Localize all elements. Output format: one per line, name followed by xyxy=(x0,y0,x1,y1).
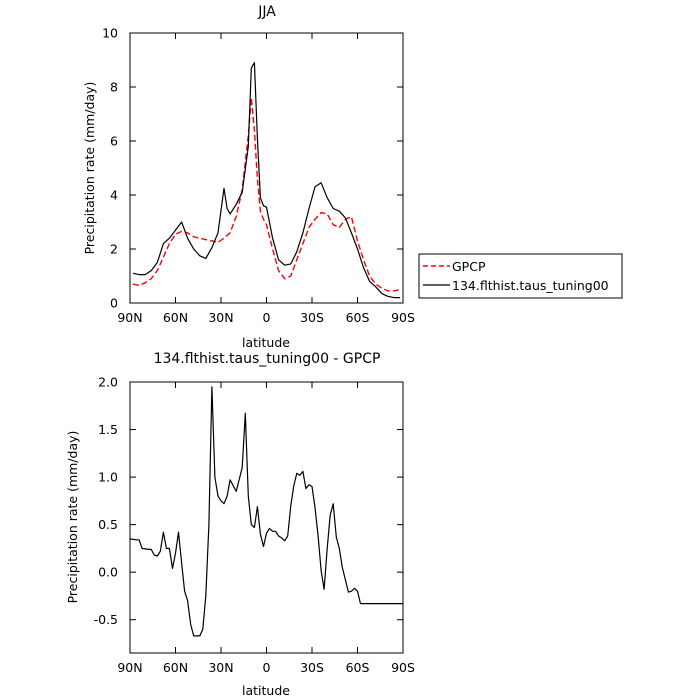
top-x-tick-label: 90N xyxy=(117,310,142,325)
bottom-x-tick-label: 90S xyxy=(391,660,415,675)
bottom-y-tick-label: 0.0 xyxy=(98,565,118,580)
top-series-line-1 xyxy=(132,62,400,299)
top-y-tick-label: 10 xyxy=(102,26,118,41)
top-chart-title: JJA xyxy=(257,4,276,20)
bottom-x-axis-label: latitude xyxy=(242,683,290,698)
bottom-plot-frame xyxy=(129,381,404,654)
bottom-x-tick-label: 0 xyxy=(263,660,271,675)
top-series-lines xyxy=(132,62,401,299)
top-y-tick-label: 2 xyxy=(110,242,118,257)
bottom-y-tick-label: 0.5 xyxy=(98,517,118,532)
top-x-tick-label: 60N xyxy=(163,310,188,325)
bottom-y-axis-label: Precipitation rate (mm/day) xyxy=(65,431,80,604)
top-x-tick-label: 30S xyxy=(300,310,324,325)
bottom-x-tick-label: 30S xyxy=(300,660,324,675)
bottom-y-tick-label: 1.0 xyxy=(98,470,118,485)
legend-box xyxy=(418,253,623,299)
bottom-series-line-0 xyxy=(129,386,403,637)
bottom-x-tick-label: 60N xyxy=(163,660,188,675)
bottom-y-tick-label: 1.5 xyxy=(98,422,118,437)
bottom-ticks: 90N 60N 30N 0 30S 60S 90S -0.5 0.0 0.5 1.0 1.5 2.0 xyxy=(94,375,415,676)
legend-label-model: 134.flthist.taus_tuning00 xyxy=(452,278,609,293)
top-x-axis-label: latitude xyxy=(242,335,290,350)
top-y-tick-label: 8 xyxy=(110,80,118,95)
legend: GPCP 134.flthist.taus_tuning00 xyxy=(418,253,623,299)
legend-label-gpcp: GPCP xyxy=(452,259,486,274)
bottom-chart-title: 134.flthist.taus_tuning00 - GPCP xyxy=(154,351,381,367)
bottom-x-tick-label: 90N xyxy=(117,660,142,675)
top-x-tick-label: 90S xyxy=(391,310,415,325)
top-y-axis-label: Precipitation rate (mm/day) xyxy=(82,82,97,255)
top-y-tick-label: 6 xyxy=(110,134,118,149)
bottom-series-lines xyxy=(129,386,403,637)
top-ticks: 90N 60N 30N 0 30S 60S 90S 0 2 4 6 8 10 xyxy=(102,26,415,326)
top-x-tick-label: 0 xyxy=(263,310,271,325)
bottom-x-tick-label: 60S xyxy=(346,660,370,675)
top-series-line-0 xyxy=(132,97,401,292)
top-y-tick-label: 4 xyxy=(110,188,118,203)
top-y-tick-label: 0 xyxy=(110,296,118,311)
top-x-tick-label: 30N xyxy=(208,310,233,325)
bottom-x-tick-label: 30N xyxy=(208,660,233,675)
bottom-panel: 134.flthist.taus_tuning00 - GPCP 90N 60N 3… xyxy=(65,351,415,698)
bottom-y-tick-label: 2.0 xyxy=(98,375,118,390)
bottom-y-tick-label: -0.5 xyxy=(94,612,118,627)
top-x-tick-label: 60S xyxy=(346,310,370,325)
